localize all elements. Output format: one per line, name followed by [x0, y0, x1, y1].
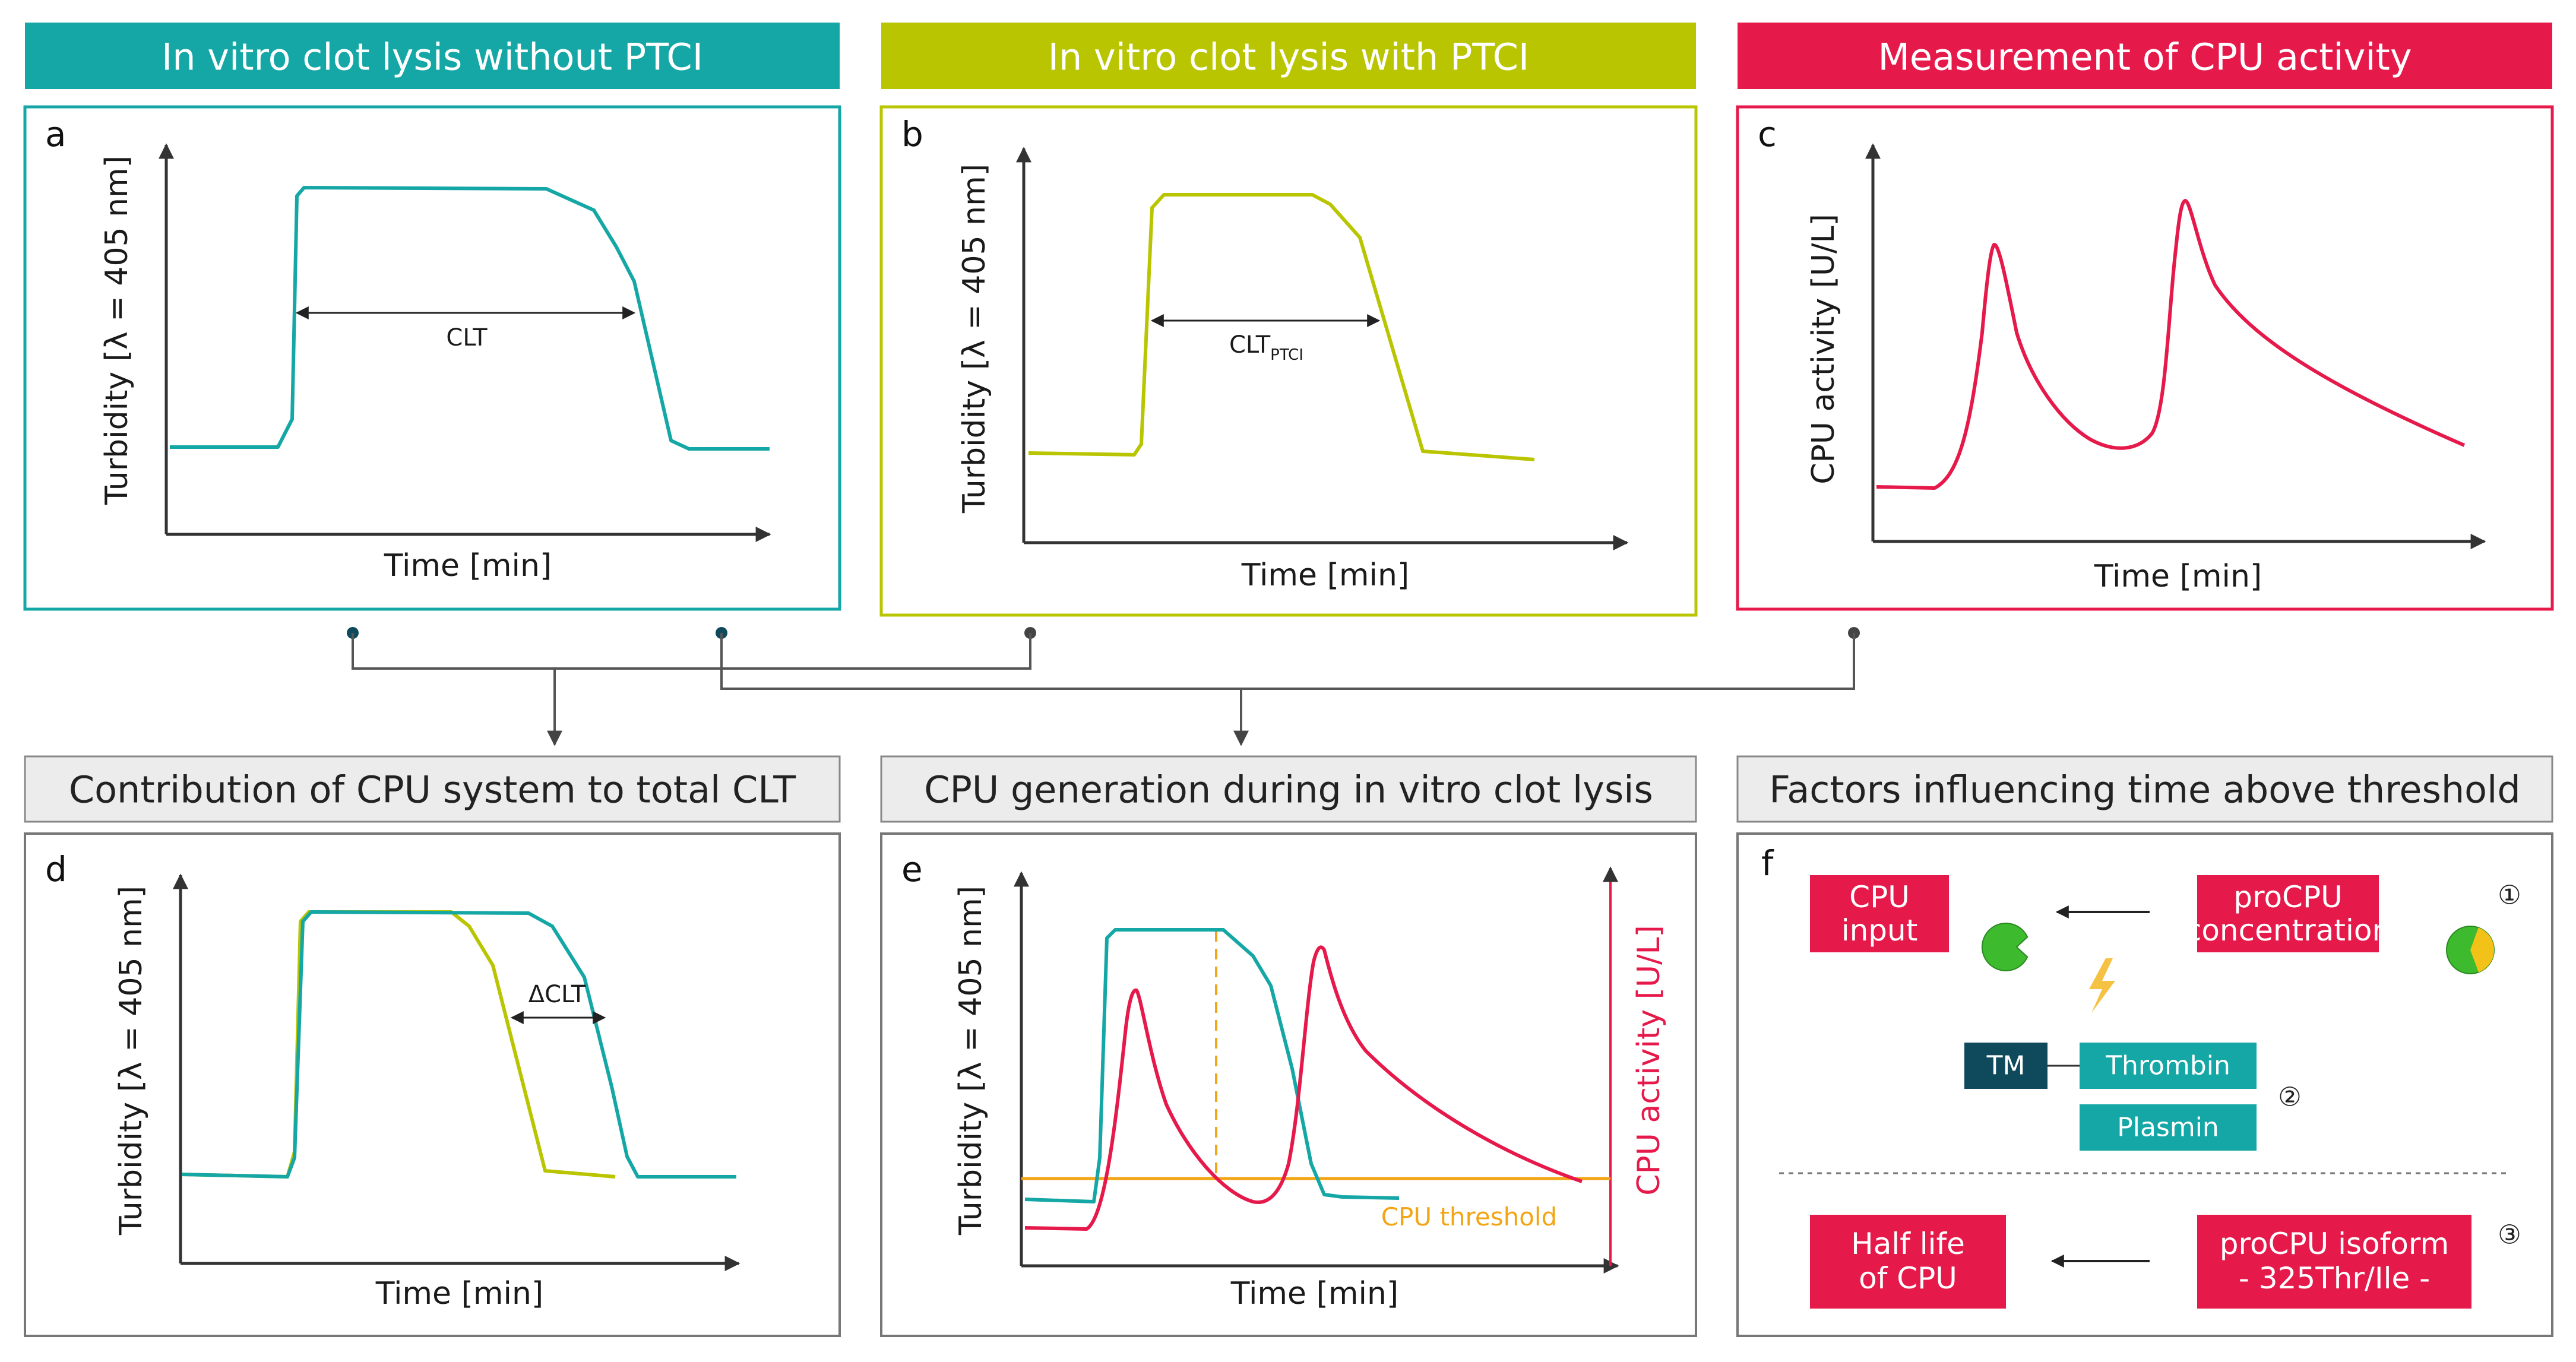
panel-c-chart: c CPU activity [U/L] Time [min] [1758, 114, 2486, 594]
procpu-concentration-line1: proCPU [2233, 880, 2342, 914]
panel-e-letter: e [901, 849, 923, 889]
panel-a-y-label: Turbidity [λ = 405 nm] [99, 156, 135, 505]
panel-d-x-label: Time [min] [375, 1276, 543, 1312]
header-c: Measurement of CPU activity [1738, 23, 2552, 89]
thrombin-box: Thrombin [2080, 1043, 2257, 1089]
panel-f-frame [1736, 832, 2553, 1337]
connector-lines [347, 627, 1860, 746]
half-life-line1: Half life [1851, 1227, 1965, 1261]
panel-b-clt-main: CLT [1229, 331, 1271, 359]
panel-c-letter: c [1758, 114, 1777, 154]
panel-c-x-label: Time [min] [2094, 559, 2262, 594]
panel-d-letter: d [45, 849, 67, 889]
panel-e-chart: e Turbidity [λ = 405 nm] CPU activity [U… [901, 849, 1667, 1312]
procpu-isoform-line1: proCPU isoform [2220, 1227, 2449, 1261]
header-f-text: Factors influencing time above threshold [1769, 768, 2520, 812]
header-b-text: In vitro clot lysis with PTCI [1048, 36, 1529, 79]
panel-b-clt-label: CLTPTCI [1229, 331, 1303, 364]
factor-number-1: ① [2498, 880, 2521, 911]
procpu-concentration-line2: concentration [2185, 913, 2391, 948]
panel-d-curve-without-ptci [181, 910, 736, 1179]
tm-box: TM [1964, 1043, 2047, 1089]
panel-b-frame [879, 105, 1698, 617]
panel-b-x-label: Time [min] [1241, 558, 1409, 593]
panel-d-curve-with-ptci [181, 910, 616, 1179]
panel-c-cpu-curve [1876, 199, 2466, 490]
panel-e-right-y-label: CPU activity [U/L] [1631, 925, 1667, 1196]
header-a: In vitro clot lysis without PTCI [25, 23, 840, 89]
panel-e-y-label: Turbidity [λ = 405 nm] [953, 886, 989, 1236]
panel-c-frame [1736, 105, 2554, 611]
panel-a-chart: a Turbidity [λ = 405 nm] Time [min] CLT [45, 114, 771, 584]
pacman-green-icon [1981, 923, 2028, 971]
panel-b-clt-sub: PTCI [1270, 346, 1303, 364]
panel-b-turbidity-curve [1028, 193, 1535, 461]
panel-b-chart: b Turbidity [λ = 405 nm] Time [min] CLTP… [901, 114, 1629, 593]
half-life-line2: of CPU [1859, 1261, 1957, 1296]
header-e: CPU generation during in vitro clot lysi… [880, 755, 1697, 823]
panel-a-x-label: Time [min] [384, 548, 552, 584]
panel-f-letter: f [1761, 843, 1774, 883]
plasmin-box: Plasmin [2080, 1104, 2257, 1151]
cpu-input-line1: CPU [1849, 880, 1910, 914]
thrombin-label: Thrombin [2105, 1051, 2230, 1081]
header-a-text: In vitro clot lysis without PTCI [162, 36, 703, 79]
panel-d-chart: d Turbidity [λ = 405 nm] Time [min] ΔCLT [45, 849, 740, 1312]
panel-a-clt-label: CLT [446, 324, 488, 351]
panel-e-frame [880, 832, 1697, 1337]
panel-f-diagram: f CPU input proCPU concentration ① TM [1761, 843, 2521, 1309]
header-d-text: Contribution of CPU system to total CLT [69, 768, 796, 812]
header-d: Contribution of CPU system to total CLT [24, 755, 841, 823]
header-e-text: CPU generation during in vitro clot lysi… [924, 768, 1653, 812]
half-life-box: Half life of CPU [1810, 1215, 2006, 1309]
factor-number-3: ③ [2498, 1220, 2521, 1250]
cpu-input-box: CPU input [1810, 875, 1949, 952]
procpu-isoform-line2: - 325Thr/Ile - [2239, 1261, 2430, 1296]
panel-c-y-label: CPU activity [U/L] [1806, 214, 1841, 484]
procpu-concentration-box: proCPU concentration [2185, 875, 2391, 952]
factor-number-2: ② [2278, 1082, 2301, 1113]
pie-mixed-icon [2446, 926, 2495, 974]
panel-a-frame [23, 105, 841, 611]
panel-b-y-label: Turbidity [λ = 405 nm] [957, 164, 992, 514]
header-b: In vitro clot lysis with PTCI [881, 23, 1696, 89]
panel-b-letter: b [901, 114, 923, 154]
panel-d-y-label: Turbidity [λ = 405 nm] [113, 886, 149, 1236]
plasmin-label: Plasmin [2117, 1113, 2219, 1143]
header-f: Factors influencing time above threshold [1736, 755, 2553, 823]
panel-e-turbidity-curve [1024, 928, 1400, 1203]
panel-a-turbidity-curve [170, 186, 770, 451]
cpu-input-line2: input [1841, 913, 1918, 948]
tm-label: TM [1986, 1051, 2026, 1081]
lightning-icon [2089, 958, 2115, 1013]
procpu-isoform-box: proCPU isoform - 325Thr/Ile - [2197, 1215, 2471, 1309]
panel-d-delta-clt-label: ΔCLT [529, 981, 586, 1008]
panel-d-frame [24, 832, 841, 1337]
panel-e-cpu-curve [1024, 945, 1583, 1231]
header-c-text: Measurement of CPU activity [1878, 36, 2412, 79]
panel-a-letter: a [45, 114, 67, 154]
panel-e-x-label: Time [min] [1230, 1276, 1398, 1312]
panel-e-threshold-label: CPU threshold [1381, 1202, 1558, 1231]
